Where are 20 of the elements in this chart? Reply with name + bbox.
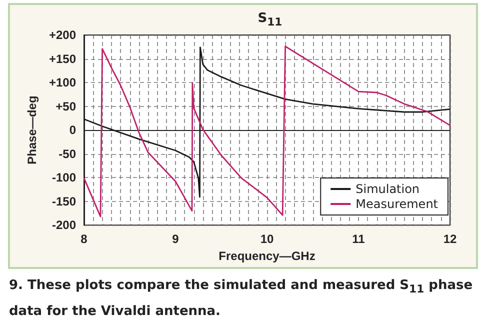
y-tick-label: -200 — [52, 218, 76, 232]
y-tick-label: +50 — [56, 99, 76, 114]
y-tick-label: +150 — [48, 52, 76, 66]
x-axis-title: Frequency—GHz — [218, 249, 316, 263]
y-tick-label: -50 — [58, 146, 76, 161]
y-tick-label: +100 — [48, 76, 76, 90]
y-tick-label: +200 — [48, 28, 76, 42]
y-axis-title: Phase—deg — [25, 96, 40, 164]
x-tick-label: 12 — [443, 232, 457, 246]
x-tick-label: 8 — [80, 232, 88, 246]
text: 9. These plots compare the simulated and measured S$_{11}$ phase data for the Vivaldi antenna. — [9, 278, 473, 319]
legend-label: Measurement — [356, 197, 438, 211]
y-tick-label: -100 — [52, 170, 76, 185]
chart-title: S$_{11}$ — [256, 11, 284, 29]
y-tick-label: -150 — [52, 194, 76, 208]
x-tick-label: 10 — [260, 232, 274, 246]
y-tick-label: 0 — [69, 123, 76, 138]
x-tick-label: 11 — [352, 232, 366, 246]
x-tick-label: 9 — [172, 232, 180, 246]
legend-label: Simulation — [356, 182, 420, 196]
